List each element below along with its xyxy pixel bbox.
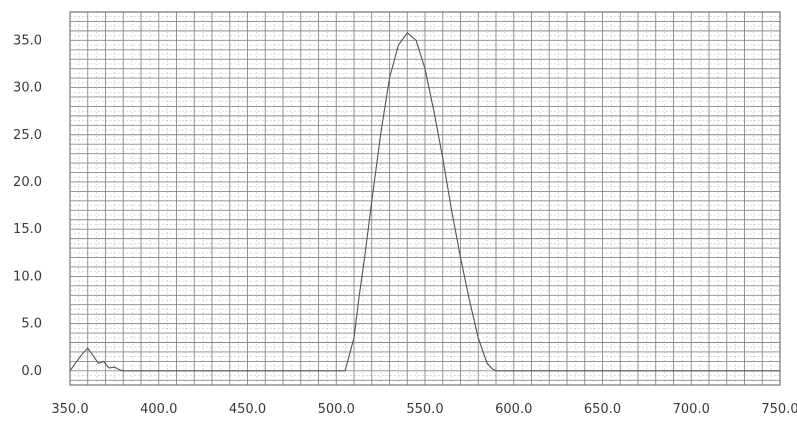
y-tick-label: 25.0 bbox=[13, 128, 42, 143]
y-tick-label: 30.0 bbox=[13, 81, 42, 96]
y-tick-label: 5.0 bbox=[21, 317, 42, 332]
x-tick-label: 350.0 bbox=[51, 402, 88, 417]
x-tick-label: 550.0 bbox=[406, 402, 443, 417]
x-tick-label: 650.0 bbox=[584, 402, 621, 417]
plot-frame bbox=[69, 11, 781, 386]
x-tick-label: 400.0 bbox=[140, 402, 177, 417]
y-axis-ticks: 0.0 5.0 10.0 15.0 20.0 25.0 30.0 35.0 bbox=[13, 33, 42, 379]
y-tick-label: 20.0 bbox=[13, 175, 42, 190]
x-tick-label: 600.0 bbox=[495, 402, 532, 417]
y-tick-label: 35.0 bbox=[13, 33, 42, 48]
x-tick-label: 450.0 bbox=[229, 402, 266, 417]
series-layer bbox=[69, 31, 780, 372]
x-tick-label: 500.0 bbox=[318, 402, 355, 417]
y-tick-label: 10.0 bbox=[13, 269, 42, 284]
x-tick-label: 750.0 bbox=[761, 402, 797, 417]
y-tick-label: 0.0 bbox=[21, 364, 42, 379]
series-line bbox=[69, 31, 780, 372]
x-tick-label: 700.0 bbox=[673, 402, 710, 417]
y-tick-label: 15.0 bbox=[13, 222, 42, 237]
x-axis-ticks: 350.0 400.0 450.0 500.0 550.0 600.0 650.0 700.0… bbox=[51, 402, 797, 417]
